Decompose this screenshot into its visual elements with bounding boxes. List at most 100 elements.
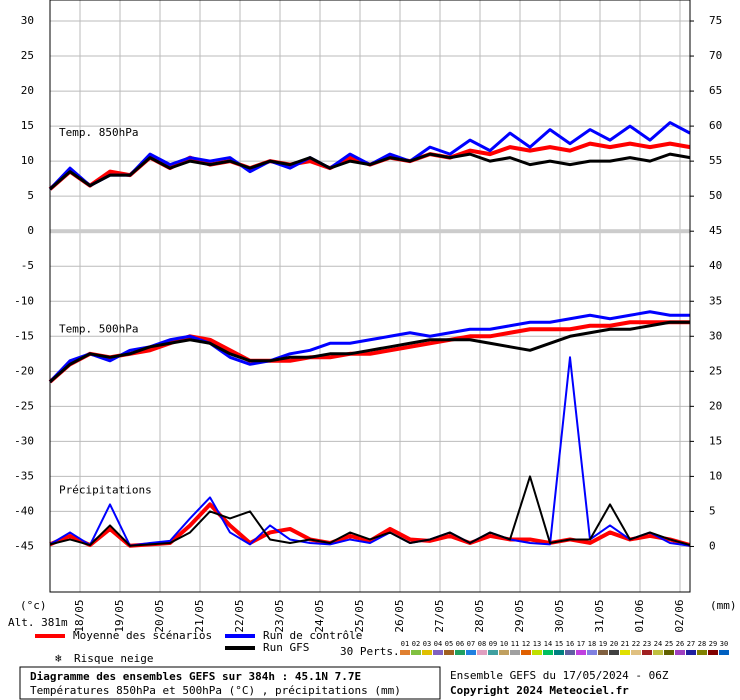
member-label: 03: [423, 640, 431, 648]
member-swatch: [521, 650, 531, 655]
member-label: 04: [434, 640, 442, 648]
title-box: [19, 666, 441, 700]
member-swatch: [411, 650, 421, 655]
y-tick-label: -15: [14, 329, 34, 342]
x-tick-label: 27/05: [433, 599, 446, 632]
member-label: 30: [720, 640, 728, 648]
panel-label: Temp. 500hPa: [59, 322, 138, 335]
legend-swatch: [35, 634, 65, 638]
member-label: 26: [676, 640, 684, 648]
subtitle: Températures 850hPa et 500hPa (°C) , pré…: [30, 684, 401, 697]
y-tick-label: 30: [21, 14, 34, 27]
y2-tick-label: 35: [709, 294, 722, 307]
y2-tick-label: 65: [709, 84, 722, 97]
legend-swatch: [225, 646, 255, 650]
member-label: 01: [401, 640, 409, 648]
member-label: 24: [654, 640, 662, 648]
y2-unit: (mm): [710, 599, 737, 612]
member-label: 19: [599, 640, 607, 648]
x-tick-label: 29/05: [513, 599, 526, 632]
member-swatch: [510, 650, 520, 655]
member-label: 25: [665, 640, 673, 648]
y2-tick-label: 75: [709, 14, 722, 27]
member-swatch: [631, 650, 641, 655]
member-swatch: [477, 650, 487, 655]
member-label: 29: [709, 640, 717, 648]
member-swatch: [488, 650, 498, 655]
member-swatch: [675, 650, 685, 655]
snow-icon: ❄: [55, 652, 62, 665]
member-swatch: [433, 650, 443, 655]
series-line: [49, 475, 691, 547]
y-tick-label: -30: [14, 434, 34, 447]
y-tick-label: -45: [14, 539, 34, 552]
y-tick-label: 10: [21, 154, 34, 167]
y2-tick-label: 25: [709, 364, 722, 377]
x-tick-label: 21/05: [193, 599, 206, 632]
series-line: [49, 356, 691, 547]
series-line: [49, 320, 690, 383]
member-swatch: [422, 650, 432, 655]
y2-tick-label: 55: [709, 154, 722, 167]
member-label: 16: [566, 640, 574, 648]
member-label: 02: [412, 640, 420, 648]
member-label: 20: [610, 640, 618, 648]
y-tick-label: -20: [14, 364, 34, 377]
x-tick-label: 01/06: [633, 599, 646, 632]
y2-tick-label: 50: [709, 189, 722, 202]
member-swatch: [697, 650, 707, 655]
y2-tick-label: 30: [709, 329, 722, 342]
legend-label: Run GFS: [263, 641, 309, 654]
series-line: [48, 320, 690, 384]
y-unit: (°c): [20, 599, 47, 612]
member-label: 05: [445, 640, 453, 648]
member-label: 13: [533, 640, 541, 648]
y-tick-label: 5: [27, 189, 34, 202]
panel-divider: [50, 229, 690, 234]
member-swatch: [466, 650, 476, 655]
y2-tick-label: 40: [709, 259, 722, 272]
y2-tick-label: 60: [709, 119, 722, 132]
member-label: 21: [621, 640, 629, 648]
member-label: 06: [456, 640, 464, 648]
member-label: 08: [478, 640, 486, 648]
member-swatch: [554, 650, 564, 655]
plot-bg: [49, 0, 691, 593]
y-tick-label: 20: [21, 84, 34, 97]
member-label: 27: [687, 640, 695, 648]
x-tick-label: 28/05: [473, 599, 486, 632]
member-swatch: [543, 650, 553, 655]
member-swatch: [532, 650, 542, 655]
member-swatch: [653, 650, 663, 655]
y-tick-label: -10: [14, 294, 34, 307]
member-label: 07: [467, 640, 475, 648]
members-label: 30 Perts.: [340, 645, 400, 658]
x-tick-label: 31/05: [593, 599, 606, 632]
member-swatch: [565, 650, 575, 655]
snow-label: Risque neige: [74, 652, 153, 665]
x-tick-label: 18/05: [73, 599, 86, 632]
member-swatch: [455, 650, 465, 655]
member-swatch: [587, 650, 597, 655]
member-swatch: [499, 650, 509, 655]
member-label: 17: [577, 640, 585, 648]
series-line: [49, 152, 691, 191]
y2-tick-label: 5: [709, 504, 716, 517]
x-tick-label: 25/05: [353, 599, 366, 632]
member-swatch: [686, 650, 696, 655]
x-tick-label: 22/05: [233, 599, 246, 632]
y2-tick-label: 45: [709, 224, 722, 237]
y-tick-label: 15: [21, 119, 34, 132]
member-swatch: [664, 650, 674, 655]
member-label: 10: [500, 640, 508, 648]
y-tick-label: -35: [14, 469, 34, 482]
y-tick-label: -5: [21, 259, 34, 272]
legend-label: Moyenne des scénarios: [73, 629, 212, 642]
x-tick-label: 19/05: [113, 599, 126, 632]
member-swatch: [598, 650, 608, 655]
y2-tick-label: 0: [709, 539, 716, 552]
x-tick-label: 02/06: [673, 599, 686, 632]
y-tick-label: 0: [27, 224, 34, 237]
member-swatch: [620, 650, 630, 655]
title: Diagramme des ensembles GEFS sur 384h : …: [30, 670, 361, 683]
